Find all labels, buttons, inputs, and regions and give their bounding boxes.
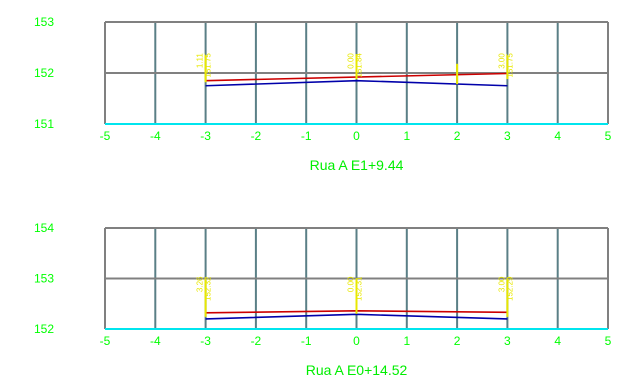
- section-title: Rua A E0+14.52: [306, 362, 408, 378]
- y-tick-label: 151: [34, 117, 54, 131]
- station-marker-label: 152.31: [355, 276, 364, 301]
- x-tick-label: -2: [251, 334, 262, 348]
- station-marker-label: 3.26: [196, 276, 205, 292]
- x-tick-label: 4: [554, 334, 561, 348]
- section-title: Rua A E1+9.44: [310, 157, 404, 173]
- station-marker-label: 1.11: [196, 53, 205, 69]
- station-marker-label: 0.00: [347, 276, 356, 292]
- y-tick-label: 153: [34, 15, 54, 29]
- station-marker-label: 0.00: [347, 53, 356, 69]
- x-tick-label: 3: [504, 334, 511, 348]
- x-tick-label: -5: [100, 129, 111, 143]
- x-tick-label: -4: [150, 129, 161, 143]
- x-tick-label: -1: [301, 334, 312, 348]
- x-tick-label: -4: [150, 334, 161, 348]
- station-marker-label: 3.00: [497, 53, 506, 69]
- x-tick-label: -1: [301, 129, 312, 143]
- y-tick-label: 154: [34, 221, 54, 235]
- x-tick-label: 4: [554, 129, 561, 143]
- ground-line: [205, 313, 508, 320]
- station-marker-label: 151.84: [355, 53, 364, 78]
- x-tick-label: -5: [100, 334, 111, 348]
- x-tick-label: 2: [454, 129, 461, 143]
- station-marker-label: 152.29: [505, 276, 514, 301]
- x-tick-label: 0: [353, 334, 360, 348]
- station-marker-label: 152.32: [204, 276, 213, 301]
- x-tick-label: -2: [251, 129, 262, 143]
- x-tick-label: -3: [200, 334, 211, 348]
- x-tick-label: 1: [403, 334, 410, 348]
- x-tick-label: 1: [403, 129, 410, 143]
- y-tick-label: 153: [34, 272, 54, 286]
- station-marker-label: 151.75: [204, 53, 213, 78]
- x-tick-label: 0: [353, 129, 360, 143]
- x-tick-label: 5: [605, 129, 612, 143]
- station-marker-label: 151.75: [505, 53, 514, 78]
- y-tick-label: 152: [34, 322, 54, 336]
- x-tick-label: 3: [504, 129, 511, 143]
- x-tick-label: -3: [200, 129, 211, 143]
- station-marker-label: 3.00: [497, 276, 506, 292]
- x-tick-label: 2: [454, 334, 461, 348]
- y-tick-label: 152: [34, 66, 54, 80]
- x-tick-label: 5: [605, 334, 612, 348]
